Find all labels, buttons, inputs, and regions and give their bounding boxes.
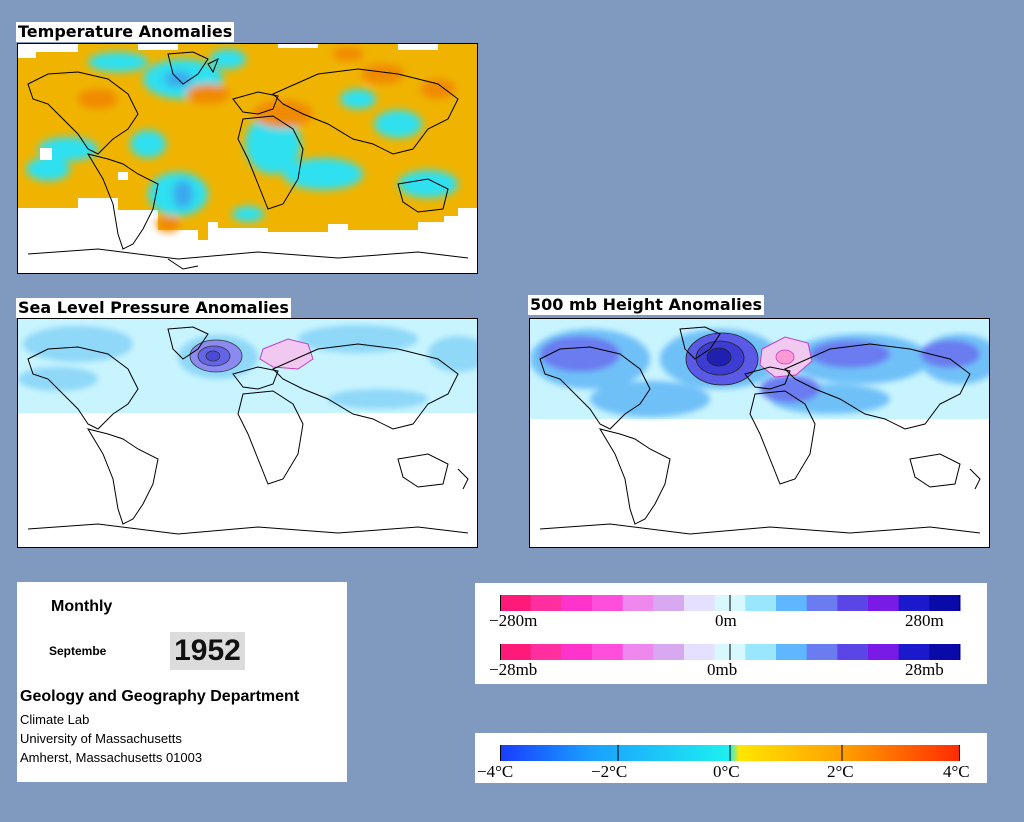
period-label: Monthly bbox=[51, 598, 113, 615]
pressure-colorbar-segment bbox=[806, 644, 838, 660]
height-colorbar-segment bbox=[622, 595, 654, 611]
pressure-colorbar-segment bbox=[684, 644, 716, 660]
height-colorbar-segment bbox=[745, 595, 777, 611]
height500-map-title: 500 mb Height Anomalies bbox=[528, 295, 765, 315]
pressure-colorbar-segment bbox=[622, 644, 654, 660]
height-colorbar-segment bbox=[806, 595, 838, 611]
university-label: University of Massachusetts bbox=[20, 731, 182, 746]
pressure-scale-min-label: −28mb bbox=[489, 660, 538, 679]
pressure-colorbar-segment bbox=[592, 644, 624, 660]
pressure-colorbar-segment bbox=[898, 644, 930, 660]
height-colorbar-segment bbox=[653, 595, 685, 611]
pressure-colorbar-segment bbox=[530, 644, 562, 660]
pressure-colorbar-segment bbox=[745, 644, 777, 660]
pressure-colorbar-segment bbox=[837, 644, 869, 660]
height-colorbar-segment bbox=[868, 595, 900, 611]
department-label: Geology and Geography Department bbox=[20, 688, 300, 705]
pressure-colorbar-segment bbox=[500, 644, 532, 660]
height-colorbar-segment bbox=[561, 595, 593, 611]
slp-data-field bbox=[18, 319, 477, 413]
height-scale-min-label: −280m bbox=[489, 611, 538, 630]
500mb-height-map bbox=[529, 318, 990, 548]
info-panel: Monthly Septembe 1952 Geology and Geogra… bbox=[17, 582, 347, 782]
height-colorbar-segment bbox=[530, 595, 562, 611]
pressure-colorbar-segment bbox=[776, 644, 808, 660]
temperature-scale-panel: −4°C −2°C 0°C 2°C 4°C bbox=[475, 733, 987, 783]
height-colorbar-segment bbox=[837, 595, 869, 611]
temp-scale-label-minus2: −2°C bbox=[591, 762, 628, 781]
lab-label: Climate Lab bbox=[20, 712, 90, 727]
height-scale-max-label: 280m bbox=[905, 611, 944, 630]
height-colorbar-segment bbox=[929, 595, 961, 611]
height-colorbar-segment bbox=[684, 595, 716, 611]
height-colorbar-segment bbox=[898, 595, 930, 611]
height-pressure-scale-panel: −280m 0m 280m −28mb 0mb 28mb bbox=[475, 583, 987, 684]
month-label: Septembe bbox=[49, 644, 107, 658]
address-label: Amherst, Massachusetts 01003 bbox=[20, 750, 203, 765]
temp-scale-label-0: 0°C bbox=[713, 762, 740, 781]
sea-level-pressure-map bbox=[17, 318, 478, 548]
temp-scale-label-2: 2°C bbox=[827, 762, 854, 781]
pressure-colorbar-segment bbox=[868, 644, 900, 660]
height-colorbar-segment bbox=[500, 595, 532, 611]
height-colorbar-segment bbox=[776, 595, 808, 611]
coastlines bbox=[27, 326, 469, 535]
pressure-colorbar-segment bbox=[929, 644, 961, 660]
height-colorbar bbox=[500, 595, 961, 611]
pressure-colorbar-segment bbox=[561, 644, 593, 660]
year-label: 1952 bbox=[170, 632, 245, 670]
pressure-scale-max-label: 28mb bbox=[905, 660, 944, 679]
temperature-colorbar-svg bbox=[500, 745, 960, 761]
coastlines bbox=[27, 51, 469, 270]
temp-scale-label-4: 4°C bbox=[943, 762, 970, 781]
temperature-anomaly-map bbox=[17, 43, 478, 274]
temp-scale-label-minus4: −4°C bbox=[477, 762, 514, 781]
temperature-data-field bbox=[18, 44, 477, 240]
pressure-colorbar-segment bbox=[653, 644, 685, 660]
pressure-colorbar bbox=[500, 644, 961, 660]
pressure-scale-mid-label: 0mb bbox=[707, 660, 738, 679]
height-pressure-colorbars bbox=[500, 595, 961, 660]
height-data-field bbox=[530, 319, 989, 419]
height-scale-mid-label: 0m bbox=[715, 611, 737, 630]
coastlines bbox=[539, 326, 981, 535]
slp-map-title: Sea Level Pressure Anomalies bbox=[16, 298, 291, 318]
height-colorbar-segment bbox=[592, 595, 624, 611]
temperature-map-title: Temperature Anomalies bbox=[16, 22, 235, 42]
